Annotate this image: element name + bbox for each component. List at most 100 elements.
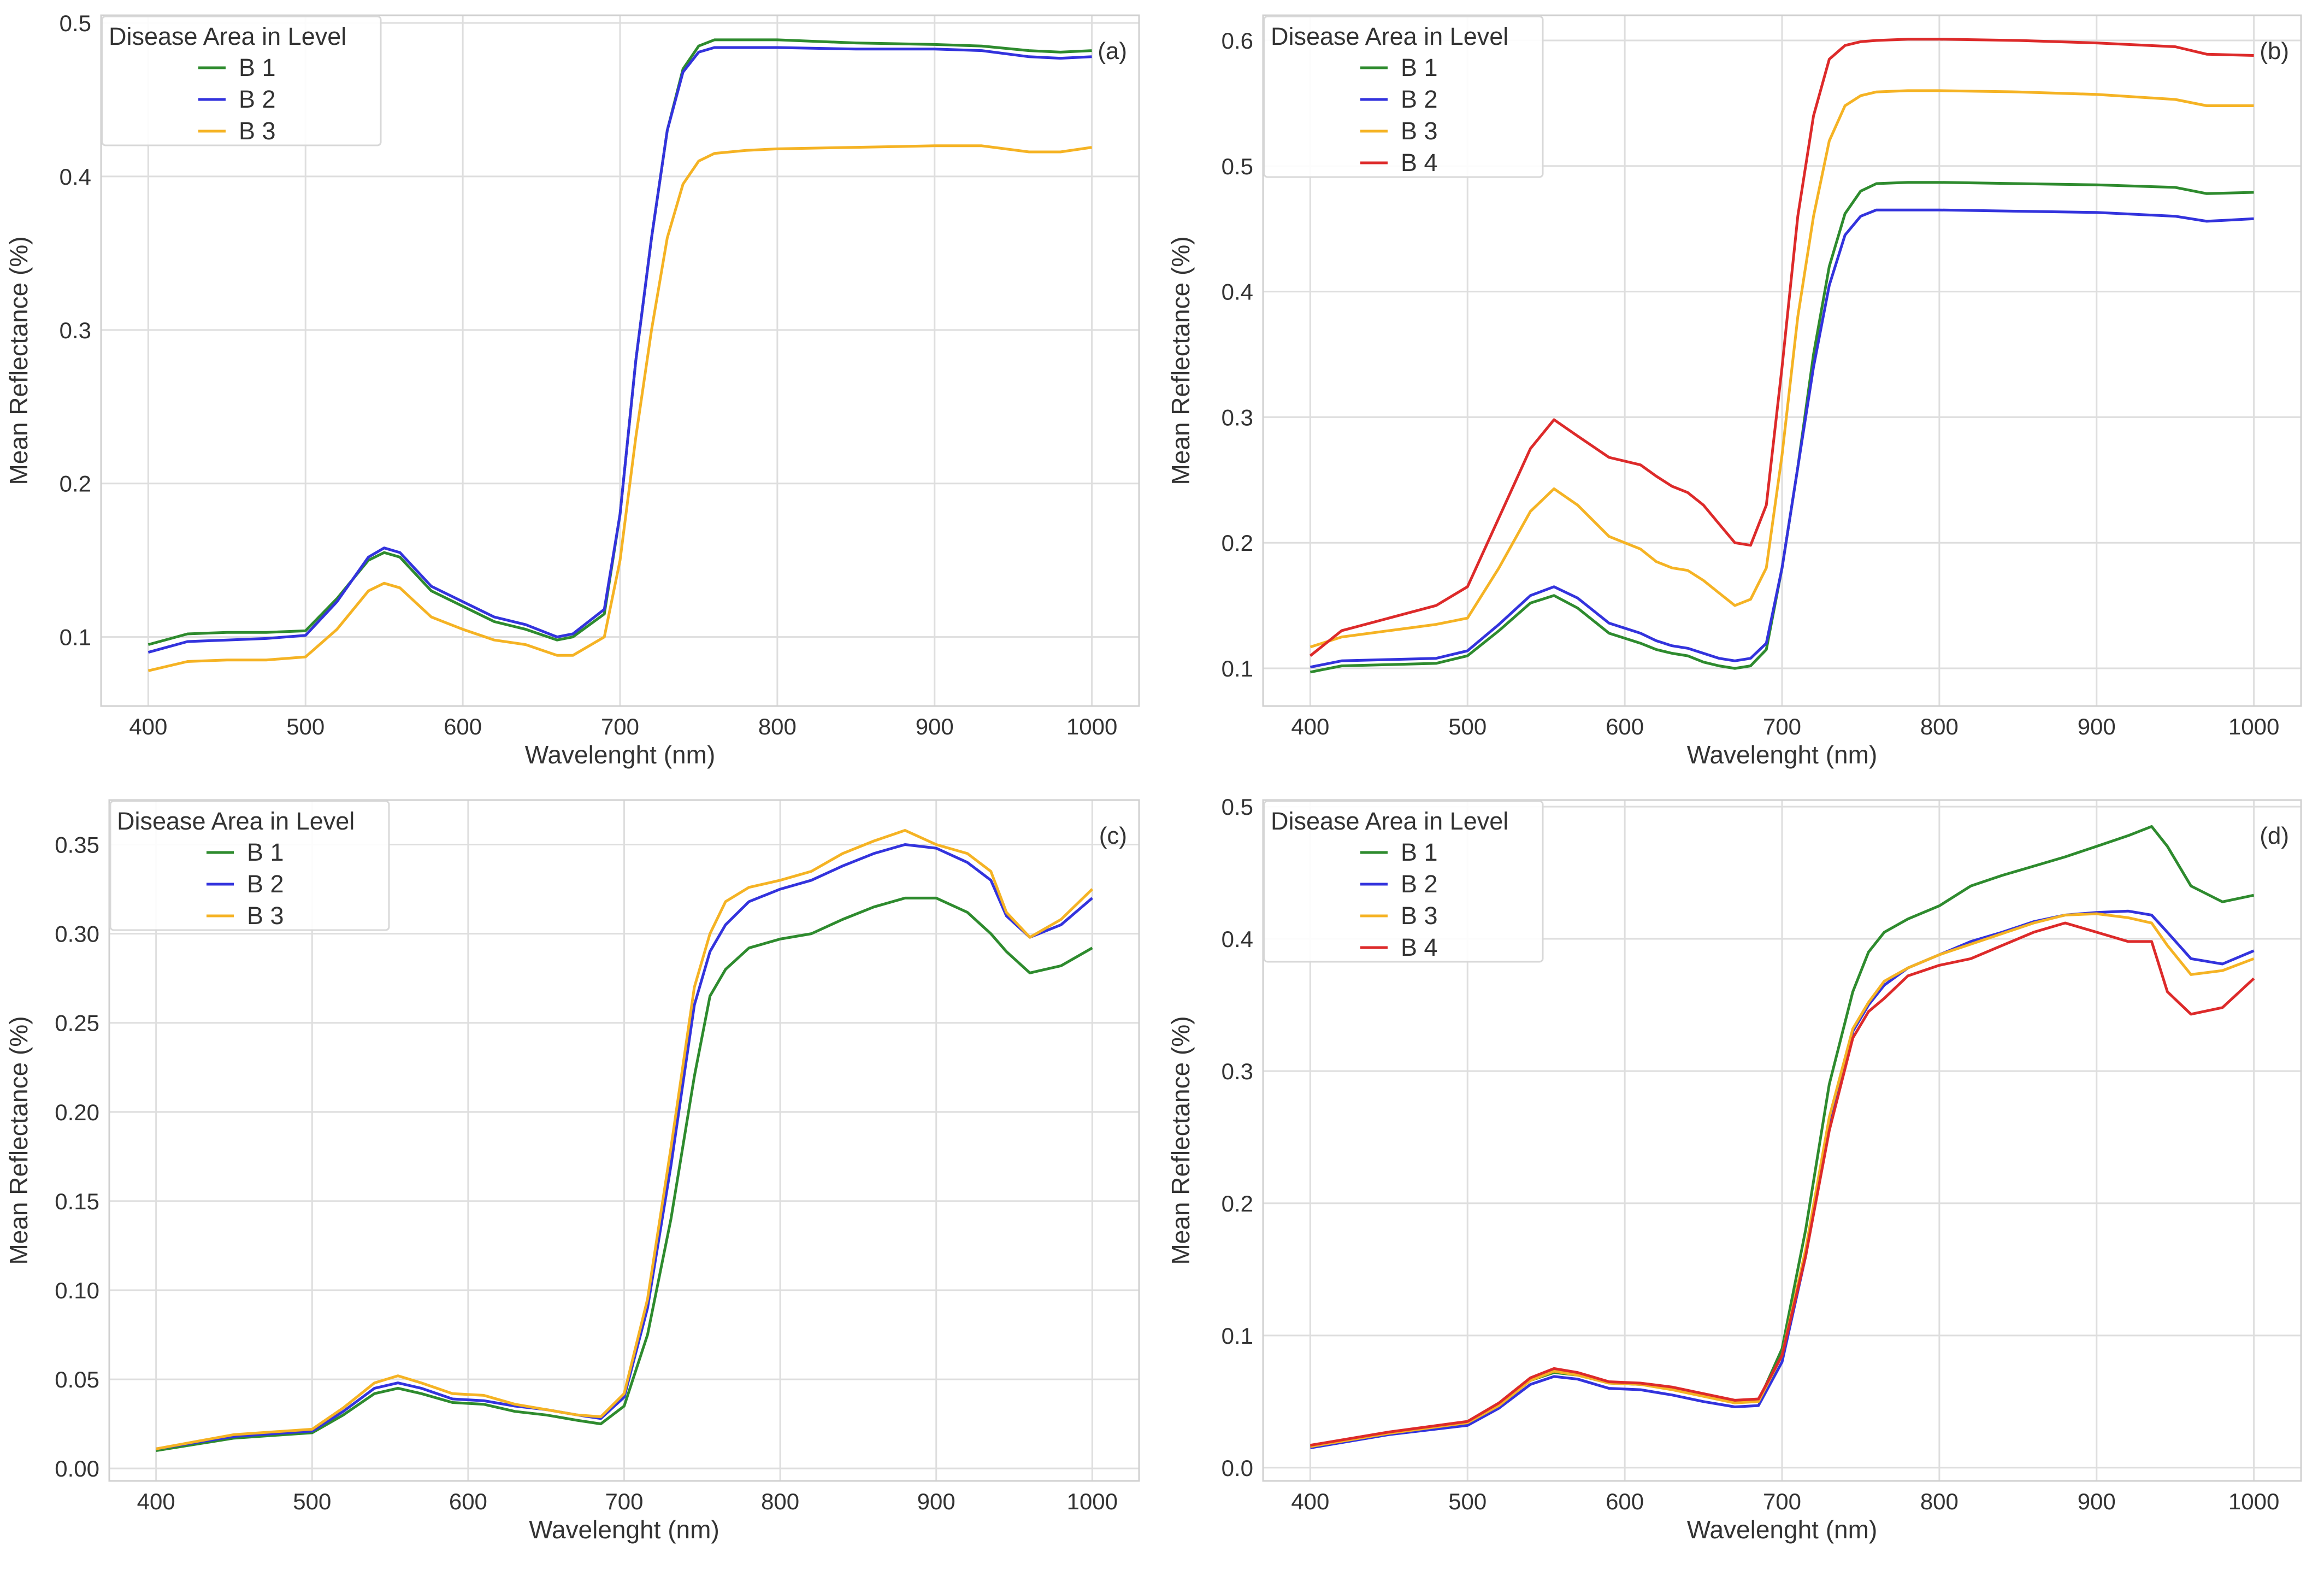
legend-entry: B 1 [247, 838, 284, 866]
x-tick-label: 700 [1763, 714, 1801, 739]
series-line-b2 [156, 843, 1093, 1450]
y-tick-label: 0.1 [1222, 1323, 1253, 1349]
x-tick-label: 900 [916, 714, 954, 739]
legend-entry: B 3 [1401, 902, 1438, 930]
legend-title: Disease Area in Level [109, 22, 346, 50]
legend-entry: B 2 [239, 85, 276, 113]
x-tick-label: 1000 [1066, 714, 1117, 739]
series-line-b2 [148, 46, 1092, 654]
x-tick-label: 600 [1606, 1489, 1644, 1514]
legend-box [109, 800, 390, 931]
x-tick-label: 600 [449, 1489, 487, 1514]
y-tick-label: 0.10 [55, 1278, 99, 1303]
chart-svg: 400 500 600 700 800 900 1000 0.1 0.2 0.3 0.4 0.5 Wav… [4, 10, 1140, 769]
series-line-b3 [148, 144, 1092, 672]
x-tick-label: 500 [293, 1489, 331, 1514]
y-tick-label: 0.00 [55, 1456, 99, 1481]
x-tick-label: 500 [286, 714, 325, 739]
y-tick-label: 0.4 [60, 164, 91, 190]
legend-title: Disease Area in Level [117, 807, 355, 835]
x-tick-label: 700 [1763, 1489, 1801, 1514]
y-tick-label: 0.1 [60, 625, 91, 650]
y-tick-label: 0.30 [55, 921, 99, 947]
panel-label: (d) [2260, 822, 2289, 849]
y-tick-label: 0.15 [55, 1189, 99, 1214]
chart-svg: 400 500 600 700 800 900 1000 0.0 0.1 0.2 0.3 0.4 0.5… [1166, 794, 2302, 1544]
y-axis-label: Mean Reflectance (%) [1166, 1016, 1195, 1265]
legend-entry: B 2 [247, 870, 284, 898]
legend-entry: B 3 [1401, 117, 1438, 145]
plot-frame [1262, 14, 2302, 707]
y-tick-label: 0.5 [60, 10, 91, 36]
plot-frame [108, 799, 1140, 1482]
legend-entry: B 1 [1401, 838, 1438, 866]
x-tick-label: 400 [1291, 1489, 1329, 1514]
chart-panel-c: 400 500 600 700 800 900 1000 0.00 0.05 0.10 0.15 0.… [0, 781, 1162, 1570]
x-tick-label: 400 [137, 1489, 175, 1514]
legend-entry: B 3 [239, 117, 276, 145]
chart-panel-a: 400 500 600 700 800 900 1000 0.1 0.2 0.3 0.4 0.5 Wav… [0, 0, 1162, 776]
series-line-b1 [148, 38, 1092, 646]
y-axis-label: Mean Reflectance (%) [4, 236, 33, 485]
legend-title: Disease Area in Level [1271, 22, 1508, 50]
chart-panel-b: 400 500 600 700 800 900 1000 0.1 0.2 0.3 0.4 0.5 0.6… [1162, 0, 2324, 776]
x-tick-label: 900 [917, 1489, 955, 1514]
series-line-b3 [1310, 89, 2254, 649]
series-line-b4 [1310, 921, 2255, 1447]
x-axis-label: Wavelenght (nm) [1687, 1515, 1878, 1544]
y-axis-label: Mean Reflectance (%) [1166, 236, 1195, 485]
x-tick-label: 600 [1606, 714, 1644, 739]
series-line-b4 [1309, 38, 2254, 657]
x-axis-label: Wavelenght (nm) [525, 740, 716, 769]
x-tick-label: 1000 [1067, 1489, 1118, 1514]
x-tick-label: 500 [1448, 1489, 1487, 1514]
legend-entry: B 4 [1401, 933, 1438, 961]
legend-box [1263, 800, 1544, 963]
y-tick-label: 0.0 [1222, 1455, 1253, 1481]
x-tick-label: 400 [129, 714, 167, 739]
chart-svg: 400 500 600 700 800 900 1000 0.00 0.05 0.10 0.15 0.… [4, 799, 1140, 1544]
x-tick-label: 1000 [2228, 1489, 2279, 1514]
x-tick-label: 800 [761, 1489, 799, 1514]
y-tick-label: 0.35 [55, 832, 99, 858]
y-tick-label: 0.5 [1222, 794, 1253, 820]
series-line-b3 [1310, 912, 2255, 1448]
y-tick-label: 0.25 [55, 1010, 99, 1036]
x-tick-label: 900 [2078, 1489, 2116, 1514]
panel-label: (c) [1099, 822, 1127, 849]
y-tick-label: 0.3 [1222, 1059, 1253, 1084]
legend-entry: B 3 [247, 902, 284, 930]
plot-frame [1262, 799, 2302, 1482]
x-tick-label: 400 [1291, 714, 1329, 739]
x-axis-label: Wavelenght (nm) [1687, 740, 1878, 769]
y-tick-label: 0.2 [60, 471, 91, 497]
panel-label: (a) [1098, 38, 1127, 64]
x-tick-label: 800 [1920, 714, 1959, 739]
x-tick-label: 700 [601, 714, 639, 739]
chart-panel-d: 400 500 600 700 800 900 1000 0.0 0.1 0.2 0.3 0.4 0.5… [1162, 781, 2324, 1570]
y-tick-label: 0.1 [1222, 656, 1253, 681]
series-line-b1 [1310, 181, 2254, 674]
y-tick-label: 0.5 [1222, 154, 1253, 179]
series-line-b3 [156, 829, 1094, 1450]
legend-box [101, 15, 382, 146]
y-tick-label: 0.6 [1222, 28, 1253, 54]
legend-entry: B 2 [1401, 85, 1438, 113]
panel-label: (b) [2260, 38, 2289, 64]
x-tick-label: 900 [2078, 714, 2116, 739]
x-tick-label: 500 [1448, 714, 1487, 739]
y-tick-label: 0.05 [55, 1367, 99, 1392]
y-tick-label: 0.3 [60, 317, 91, 343]
x-tick-label: 800 [758, 714, 797, 739]
legend-entry: B 2 [1401, 870, 1438, 898]
x-tick-label: 600 [444, 714, 482, 739]
legend-title: Disease Area in Level [1271, 807, 1508, 835]
y-tick-label: 0.4 [1222, 279, 1253, 305]
x-tick-label: 1000 [2228, 714, 2279, 739]
legend-entry: B 1 [1401, 54, 1438, 81]
series-line-b1 [156, 896, 1093, 1452]
y-axis-label: Mean Reflectance (%) [4, 1016, 33, 1265]
legend-entry: B 1 [239, 54, 276, 81]
legend-entry: B 4 [1401, 149, 1438, 177]
